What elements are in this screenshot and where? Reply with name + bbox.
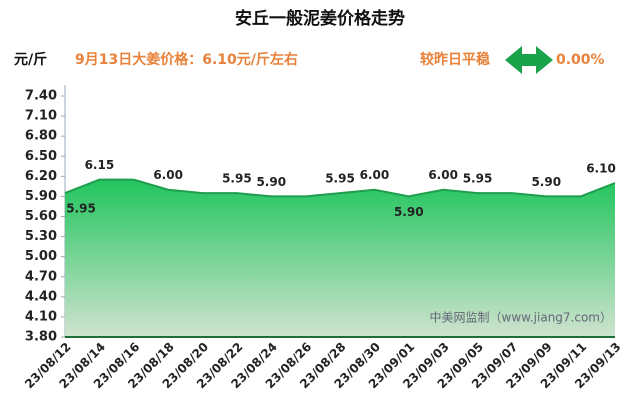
price-note: 9月13日大姜价格：6.10元/斤左右 [75,51,298,68]
data-label: 5.90 [256,175,286,189]
y-tick-label: 3.80 [25,330,57,345]
data-label: 5.95 [222,172,252,186]
data-label: 5.90 [394,205,424,219]
data-label: 6.10 [586,162,616,176]
chart-title: 安丘一般泥姜价格走势 [235,8,405,29]
data-label: 6.00 [428,168,458,182]
unit: 元/斤 [14,51,47,68]
y-tick-label: 6.50 [25,149,57,164]
y-tick-label: 4.40 [25,289,57,304]
y-tick-label: 5.00 [25,249,57,264]
y-tick-label: 7.40 [25,89,57,104]
change-value: 0.00% [556,52,605,68]
data-label: 5.95 [463,172,493,186]
y-tick-label: 5.30 [25,229,57,244]
area [65,179,615,337]
data-label: 5.90 [531,175,561,189]
data-label: 5.95 [325,172,355,186]
y-tick-label: 5.90 [25,189,57,204]
y-tick-label: 6.80 [25,129,57,144]
line [64,178,616,198]
data-label: 6.00 [360,168,390,182]
data-label: 5.95 [66,202,96,216]
y-tick-label: 7.10 [25,109,57,124]
change-text: 较昨日平稳 [420,51,490,68]
data-label: 6.00 [153,168,183,182]
data-label: 6.15 [85,158,115,172]
y-tick-label: 4.70 [25,269,57,284]
y-tick-label: 6.20 [25,169,57,184]
watermark: 中美网监制（www.jiang7.com） [430,310,612,325]
flat-arrow [505,46,553,74]
y-tick-label: 5.60 [25,209,57,224]
y-tick-label: 4.10 [25,309,57,324]
